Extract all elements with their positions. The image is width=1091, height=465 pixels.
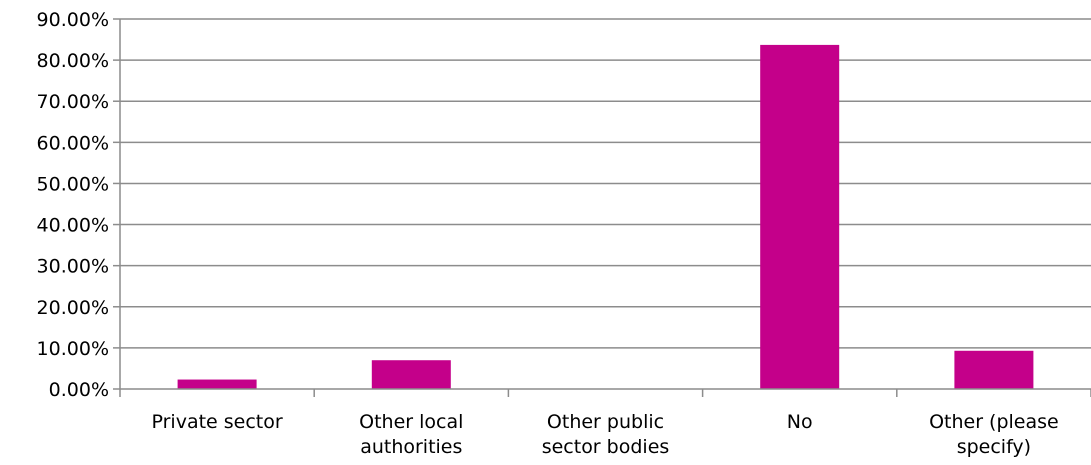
category-labels: Private sector Other local authorities Othe… xyxy=(151,411,1058,458)
category-label: Other public sector bodies xyxy=(542,411,670,458)
axes xyxy=(113,18,1091,397)
y-tick-label: 60.00% xyxy=(37,132,109,154)
y-tick-label: 30.00% xyxy=(37,256,109,278)
y-tick-label: 10.00% xyxy=(37,338,109,360)
category-label: Other (please specify) xyxy=(929,411,1059,458)
bar xyxy=(177,379,257,389)
y-tick-label: 90.00% xyxy=(37,9,109,31)
bar xyxy=(371,360,451,389)
y-tick-label: 80.00% xyxy=(37,50,109,72)
y-tick-label: 20.00% xyxy=(37,297,109,319)
y-tick-label: 40.00% xyxy=(37,215,109,237)
y-tick-labels: 0.00% 10.00% 20.00% 30.00% 40.00% 50.00% 60.00… xyxy=(37,9,109,401)
bar xyxy=(760,44,840,390)
category-label: No xyxy=(787,411,813,433)
y-tick-label: 70.00% xyxy=(37,91,109,113)
bar xyxy=(954,350,1034,389)
category-label: Other local authorities xyxy=(359,411,463,458)
bars xyxy=(177,44,1034,390)
y-tick-label: 0.00% xyxy=(49,379,109,401)
category-label: Private sector xyxy=(151,411,282,433)
gridlines xyxy=(120,18,1091,349)
y-tick-label: 50.00% xyxy=(37,173,109,195)
